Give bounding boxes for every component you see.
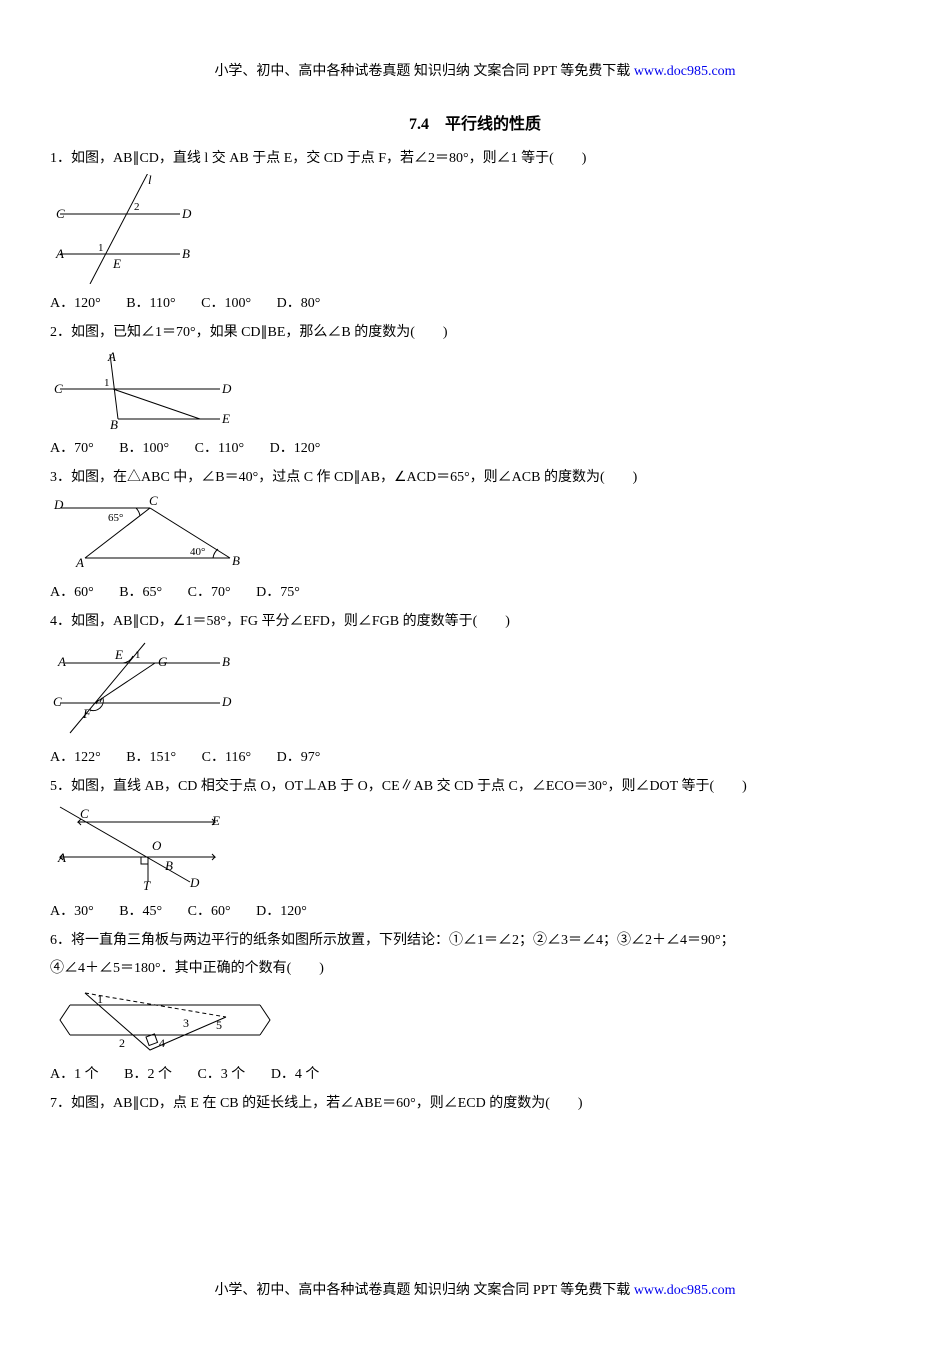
q1-text: 1．如图，AB∥CD，直线 l 交 AB 于点 E，交 CD 于点 F，若∠2＝…: [50, 148, 900, 170]
q6-opt-b: B．2 个: [124, 1063, 172, 1083]
svg-text:O: O: [152, 838, 162, 853]
q4-opt-b: B．151°: [126, 746, 176, 766]
svg-text:D: D: [221, 694, 232, 709]
q3-text: 3．如图，在△ABC 中，∠B＝40°，过点 C 作 CD∥AB，∠ACD＝65…: [50, 467, 900, 489]
q2-opt-d: D．120°: [270, 437, 321, 457]
svg-text:1: 1: [135, 649, 141, 661]
svg-text:B: B: [165, 858, 173, 873]
svg-text:D: D: [53, 497, 64, 512]
q1-opt-d: D．80°: [277, 292, 321, 312]
svg-text:D: D: [189, 875, 200, 890]
svg-text:40°: 40°: [190, 546, 205, 558]
q4-opt-a: A．122°: [50, 746, 101, 766]
q6-diagram: 1 2 3 4 5: [50, 985, 900, 1055]
q5-diagram: A B C E D O T: [50, 802, 900, 892]
svg-text:l: l: [148, 174, 152, 187]
svg-text:2: 2: [134, 201, 140, 213]
svg-text:C: C: [149, 493, 158, 508]
svg-text:F: F: [82, 706, 92, 721]
svg-text:E: E: [221, 411, 230, 426]
q5-options: A．30° B．45° C．60° D．120°: [50, 900, 900, 920]
svg-text:A: A: [107, 349, 116, 364]
q1-opt-a: A．120°: [50, 292, 101, 312]
q5-opt-b: B．45°: [119, 900, 162, 920]
svg-text:2: 2: [119, 1036, 125, 1050]
svg-text:1: 1: [98, 242, 104, 254]
q4-opt-c: C．116°: [202, 746, 251, 766]
q6-opt-a: A．1 个: [50, 1063, 99, 1083]
worksheet-title: 7.4 平行线的性质: [50, 110, 900, 134]
q2-opt-a: A．70°: [50, 437, 94, 457]
q1-options: A．120° B．110° C．100° D．80°: [50, 292, 900, 312]
svg-text:1: 1: [104, 377, 110, 389]
svg-text:5: 5: [216, 1018, 222, 1032]
svg-text:C: C: [53, 694, 62, 709]
q3-opt-c: C．70°: [188, 581, 231, 601]
svg-text:4: 4: [159, 1036, 165, 1050]
svg-text:C: C: [80, 806, 89, 821]
page-header: 小学、初中、高中各种试卷真题 知识归纳 文案合同 PPT 等免费下载 www.d…: [50, 60, 900, 80]
q6-opt-d: D．4 个: [271, 1063, 320, 1083]
q2-diagram: A C D B E 1: [50, 349, 900, 429]
q3-diagram: D C A B 65° 40°: [50, 493, 900, 573]
q4-opt-d: D．97°: [277, 746, 321, 766]
header-link-text[interactable]: www.doc985.com: [634, 64, 736, 79]
svg-text:B: B: [222, 654, 230, 669]
svg-text:A: A: [55, 246, 64, 261]
svg-text:T: T: [143, 878, 151, 892]
svg-text:65°: 65°: [108, 512, 123, 524]
q6-opt-c: C．3 个: [197, 1063, 245, 1083]
q6-text-line2: ④∠4＋∠5＝180°．其中正确的个数有( ): [50, 958, 900, 980]
q2-options: A．70° B．100° C．110° D．120°: [50, 437, 900, 457]
footer-text: 小学、初中、高中各种试卷真题 知识归纳 文案合同 PPT 等免费下载: [214, 1283, 633, 1298]
q1-opt-c: C．100°: [201, 292, 251, 312]
q1-opt-b: B．110°: [126, 292, 175, 312]
q5-opt-c: C．60°: [188, 900, 231, 920]
q2-opt-c: C．110°: [195, 437, 244, 457]
q4-text: 4．如图，AB∥CD，∠1＝58°，FG 平分∠EFD，则∠FGB 的度数等于(…: [50, 611, 900, 633]
q6-text-line1: 6．将一直角三角板与两边平行的纸条如图所示放置，下列结论：①∠1＝∠2；②∠3＝…: [50, 930, 900, 952]
svg-text:E: E: [114, 647, 123, 662]
svg-text:A: A: [57, 654, 66, 669]
q1-diagram: l C D A B E 2 1: [50, 174, 900, 284]
svg-text:1: 1: [97, 992, 103, 1006]
q7-text: 7．如图，AB∥CD，点 E 在 CB 的延长线上，若∠ABE＝60°，则∠EC…: [50, 1093, 900, 1115]
q2-opt-b: B．100°: [119, 437, 169, 457]
q3-opt-a: A．60°: [50, 581, 94, 601]
q3-opt-b: B．65°: [119, 581, 162, 601]
header-text: 小学、初中、高中各种试卷真题 知识归纳 文案合同 PPT 等免费下载: [214, 64, 633, 79]
q3-options: A．60° B．65° C．70° D．75°: [50, 581, 900, 601]
q4-diagram: A B E G C D F 1: [50, 638, 900, 738]
q2-text: 2．如图，已知∠1＝70°，如果 CD∥BE，那么∠B 的度数为( ): [50, 322, 900, 344]
svg-text:C: C: [54, 381, 63, 396]
svg-text:E: E: [112, 256, 121, 271]
svg-text:D: D: [221, 381, 232, 396]
svg-text:G: G: [158, 654, 168, 669]
svg-text:A: A: [75, 555, 84, 570]
svg-text:E: E: [211, 813, 220, 828]
q3-opt-d: D．75°: [256, 581, 300, 601]
q5-text: 5．如图，直线 AB，CD 相交于点 O，OT⊥AB 于 O，CE∥AB 交 C…: [50, 776, 900, 798]
svg-text:B: B: [110, 417, 118, 429]
svg-text:B: B: [232, 553, 240, 568]
q5-opt-a: A．30°: [50, 900, 94, 920]
q6-options: A．1 个 B．2 个 C．3 个 D．4 个: [50, 1063, 900, 1083]
svg-text:D: D: [181, 206, 192, 221]
footer-link-text[interactable]: www.doc985.com: [634, 1283, 736, 1298]
svg-text:3: 3: [183, 1016, 189, 1030]
svg-text:B: B: [182, 246, 190, 261]
page-footer: 小学、初中、高中各种试卷真题 知识归纳 文案合同 PPT 等免费下载 www.d…: [50, 1279, 900, 1299]
q5-opt-d: D．120°: [256, 900, 307, 920]
q4-options: A．122° B．151° C．116° D．97°: [50, 746, 900, 766]
svg-text:C: C: [56, 206, 65, 221]
